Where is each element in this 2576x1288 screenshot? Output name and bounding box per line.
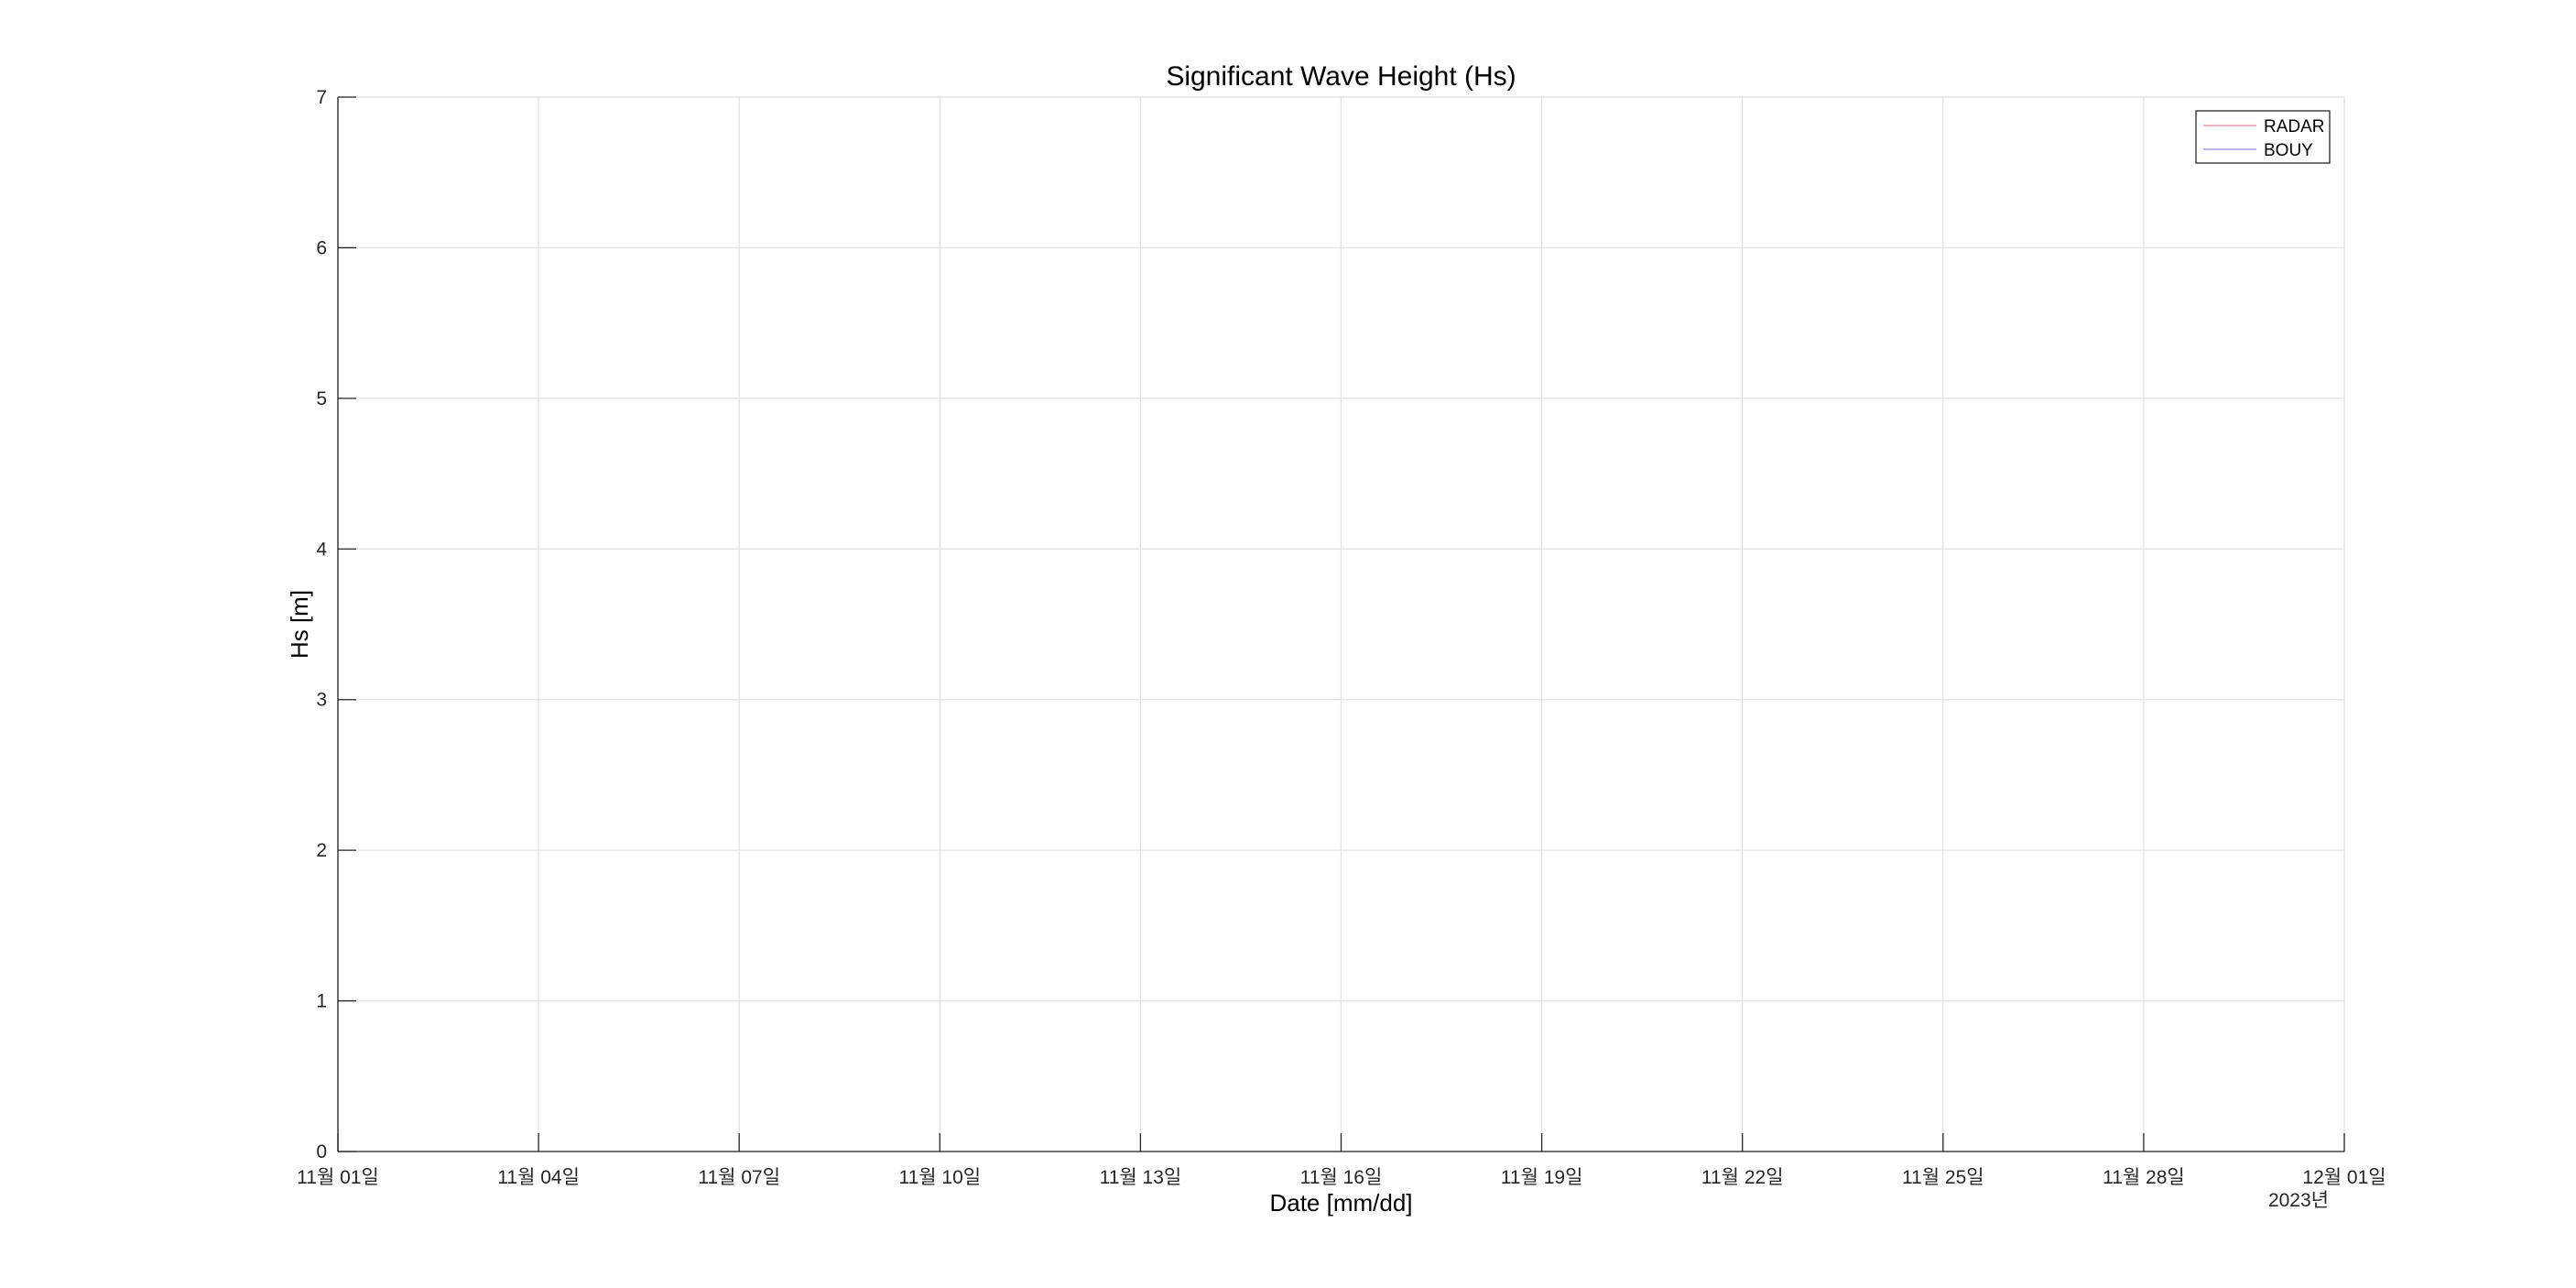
x-tick-label: 11월 10일 <box>898 1167 981 1188</box>
y-tick-label: 5 <box>316 388 327 409</box>
y-tick-label: 2 <box>316 840 327 861</box>
x-tick-label: 11월 22일 <box>1701 1167 1784 1188</box>
y-tick-label: 0 <box>316 1141 327 1162</box>
ticks-layer: 11월 01일 11월 04일 11월 07일 11월 10일 11월 13일 11월 1… <box>297 87 2386 1188</box>
x-tick-label: 11월 01일 <box>297 1167 379 1188</box>
y-tick-label: 4 <box>316 539 327 560</box>
legend-label: BOUY <box>2264 141 2313 160</box>
x-axis-label: Date [mm/dd] <box>1269 1189 1412 1217</box>
y-tick-label: 7 <box>316 87 327 108</box>
x-tick-label: 11월 04일 <box>497 1167 580 1188</box>
legend[interactable]: RADAR BOUY <box>2195 110 2331 164</box>
x-tick-label: 11월 25일 <box>1902 1167 1984 1188</box>
x-tick-label: 11월 13일 <box>1100 1167 1182 1188</box>
x-tick-label: 11월 07일 <box>698 1167 780 1188</box>
y-tick-label: 3 <box>316 690 327 711</box>
legend-label: RADAR <box>2264 117 2325 136</box>
y-tick-label: 1 <box>316 991 327 1012</box>
chart-title: Significant Wave Height (Hs) <box>1166 61 1516 92</box>
x-tick-label: 11월 28일 <box>2103 1167 2185 1188</box>
grid-layer <box>337 96 2345 1152</box>
x-tick-label: 12월 01일 <box>2302 1167 2386 1188</box>
y-tick-label: 6 <box>316 237 327 258</box>
x-axis-year-label: 2023년 <box>2268 1190 2329 1211</box>
x-tick-label: 11월 16일 <box>1300 1167 1383 1188</box>
x-tick-label: 11월 19일 <box>1501 1167 1583 1188</box>
y-axis-label: Hs [m] <box>286 590 313 659</box>
legend-box <box>2195 110 2331 164</box>
